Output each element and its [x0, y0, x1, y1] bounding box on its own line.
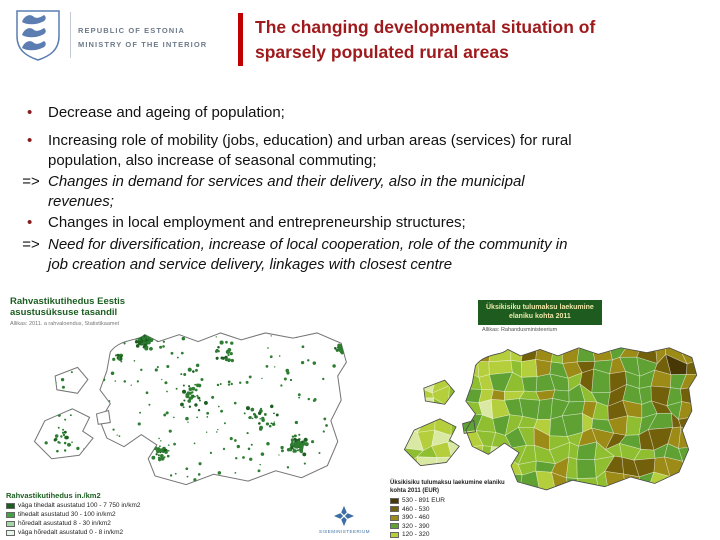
map-left-legend: Rahvastikutihedus in./km2 väga tihedalt … — [6, 491, 141, 536]
bullet-text: Increasing role of mobility (jobs, educa… — [48, 132, 572, 170]
map-income-tax: Üksikisiku tulumaksu laekumine elaniku k… — [386, 300, 720, 540]
legend-label: väga hõredalt asustatud 0 - 8 in/km2 — [18, 529, 124, 536]
map-left-title-line2: asustusüksuse tasandil — [10, 307, 118, 319]
estonia-mainland-outline — [465, 347, 698, 491]
ornament-icon — [334, 505, 355, 527]
legend-chip — [390, 523, 399, 529]
legend-row: 320 - 390 — [390, 523, 512, 530]
org-line2: MINISTRY OF THE INTERIOR — [78, 40, 208, 50]
muhu-outline — [462, 419, 476, 434]
arrow-marker: => — [22, 173, 40, 191]
legend-chip — [6, 511, 15, 518]
map-right-legend: Üksikisiku tulumaksu laekumine elaniku k… — [390, 480, 512, 538]
map-left-title-line1: Rahvastikutihedus Eestis — [10, 296, 126, 307]
legend-label: 320 - 390 — [402, 522, 430, 530]
income-tax-map-svg — [403, 347, 698, 491]
bullet-text: Decrease and ageing of population; — [48, 104, 285, 121]
map-population-density: Rahvastikutihedus Eestis asustusüksuse t… — [0, 292, 386, 540]
legend-label: 120 - 320 — [402, 531, 430, 538]
bullet-item: • Changes in local employment and entrepr… — [22, 213, 684, 233]
map-left-legend-title: Rahvastikutihedus in./km2 — [6, 491, 101, 500]
legend-row: väga hõredalt asustatud 0 - 8 in/km2 — [6, 529, 141, 536]
legend-label: 390 - 460 — [402, 514, 430, 521]
bullet-list: • Decrease and ageing of population; • Inc… — [22, 103, 684, 276]
header-divider — [70, 12, 71, 58]
estonia-mainland-outline — [99, 332, 347, 486]
legend-chip — [390, 506, 399, 512]
legend-label: väga tihedalt asustatud 100 - 7 750 in/k… — [18, 502, 141, 509]
map-left-title: Rahvastikutihedus Eestis asustusüksuse t… — [10, 296, 125, 327]
arrow-text: Changes in demand for services and their… — [48, 173, 525, 211]
legend-row: 530 - 891 EUR — [390, 497, 512, 504]
legend-row: 390 - 460 — [390, 514, 512, 521]
legend-row: väga tihedalt asustatud 100 - 7 750 in/k… — [6, 502, 141, 509]
bullet-marker: • — [27, 104, 33, 121]
saaremaa-outline — [403, 418, 460, 467]
legend-label: 460 - 530 — [402, 505, 430, 513]
bullet-text: Changes in local employment and entrepre… — [48, 214, 466, 232]
population-density-map-svg — [33, 332, 347, 486]
footer-logo-text: SISEMINISTEERIUM — [318, 529, 370, 534]
legend-chip — [6, 520, 15, 527]
legend-chip — [6, 502, 15, 509]
map-right-legend-title: Üksikisiku tulumaksu laekumine elaniku k… — [390, 480, 505, 494]
map-left-source: Allikas: 2011. a rahvaloendus, Statistik… — [10, 320, 120, 327]
slide-title: The changing developmental situation of … — [238, 13, 710, 66]
arrow-item: => Changes in demand for services and the… — [22, 172, 684, 212]
map-right-header-line1: Üksikisiku tulumaksu laekumine — [486, 304, 594, 311]
bullet-item: • Decrease and ageing of population; — [22, 103, 684, 123]
arrow-text: Need for diversification, increase of lo… — [48, 235, 568, 273]
hiiumaa-outline — [423, 379, 455, 405]
legend-row: 120 - 320 — [390, 531, 512, 538]
estonia-coat-of-arms-icon — [14, 8, 62, 62]
ministry-name: REPUBLIC OF ESTONIA MINISTRY OF THE INTE… — [78, 24, 207, 53]
slide-title-line2: sparsely populated rural areas — [255, 41, 509, 62]
muhu-outline — [95, 409, 111, 425]
legend-chip — [390, 497, 399, 504]
bullet-item: • Increasing role of mobility (jobs, educ… — [22, 131, 684, 171]
arrow-marker: => — [22, 235, 40, 253]
legend-label: tihedalt asustatud 30 - 100 in/km2 — [18, 511, 116, 518]
legend-chip — [6, 529, 15, 536]
map-right-source: Allikas: Rahandusministeerium — [482, 327, 558, 333]
footer-logo: SISEMINISTEERIUM — [319, 505, 370, 534]
slide-title-line1: The changing developmental situation of — [255, 17, 596, 37]
legend-label: hõredalt asustatud 8 - 30 in/km2 — [18, 520, 111, 527]
legend-row: hõredalt asustatud 8 - 30 in/km2 — [6, 520, 141, 527]
legend-row: 460 - 530 — [390, 506, 512, 513]
map-right-header: Üksikisiku tulumaksu laekumine elaniku k… — [478, 300, 602, 325]
legend-row: tihedalt asustatud 30 - 100 in/km2 — [6, 511, 141, 518]
arrow-item: => Need for diversification, increase of … — [22, 235, 684, 275]
bullet-marker: • — [27, 214, 33, 232]
bullet-marker: • — [27, 132, 33, 150]
org-line1: REPUBLIC OF ESTONIA — [78, 26, 186, 35]
legend-label: 530 - 891 EUR — [402, 497, 445, 504]
map-right-header-line2: elaniku kohta 2011 — [508, 313, 571, 321]
legend-chip — [390, 514, 399, 521]
legend-chip — [390, 531, 399, 538]
